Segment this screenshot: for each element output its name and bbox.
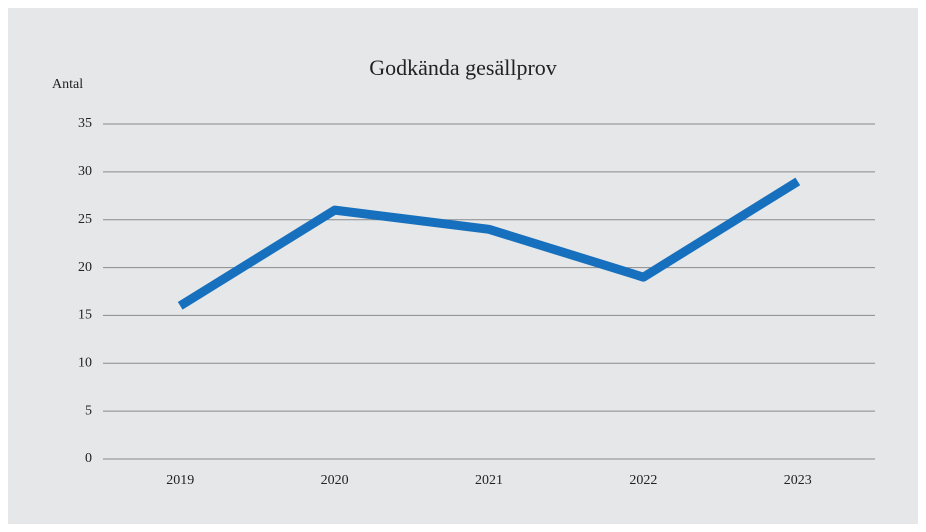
x-tick-label: 2022: [629, 473, 657, 488]
y-tick-label: 0: [85, 451, 92, 466]
y-axis-label: Antal: [52, 77, 83, 92]
y-tick-label: 15: [78, 308, 92, 323]
chart-background: [8, 8, 918, 524]
y-tick-label: 20: [78, 260, 92, 275]
x-tick-label: 2020: [321, 473, 349, 488]
data-line: [177, 177, 801, 310]
x-tick-label: 2023: [784, 473, 812, 488]
y-tick-label: 5: [85, 403, 92, 418]
y-tick-label: 10: [78, 356, 92, 371]
y-tick-label: 30: [78, 164, 92, 179]
x-tick-label: 2021: [475, 473, 503, 488]
chart-title: Godkända gesällprov: [369, 55, 557, 80]
y-tick-label: 25: [78, 212, 92, 227]
x-tick-label: 2019: [166, 473, 194, 488]
y-tick-label: 35: [78, 116, 92, 131]
